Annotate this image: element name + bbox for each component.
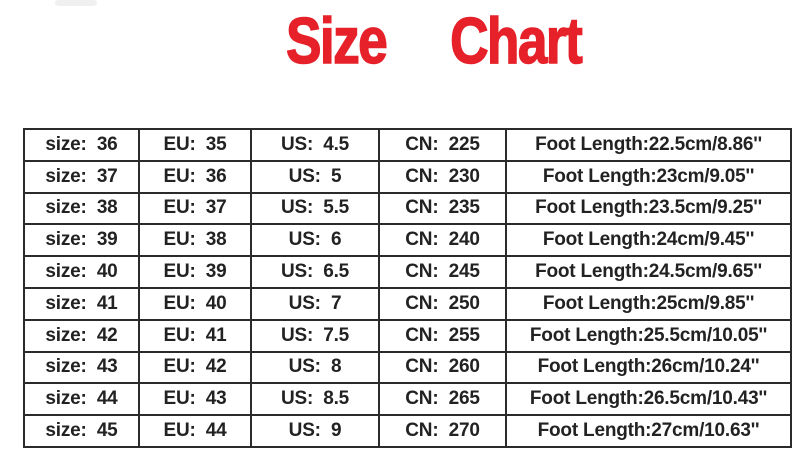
cell-eu: EU: 35 <box>138 128 252 162</box>
cell-foot-length: Foot Length:23.5cm/9.25'' <box>505 191 792 226</box>
table-row: size: 45 EU: 44 US: 9 CN: 270 Foot Length:27… <box>23 414 792 448</box>
cell-cn: CN: 260 <box>378 350 507 385</box>
cell-size: size: 39 <box>23 223 140 258</box>
cell-foot-length: Foot Length:27cm/10.63'' <box>505 414 792 448</box>
table-row: size: 44 EU: 43 US: 8.5 CN: 265 Foot Length:… <box>23 382 792 417</box>
cell-eu: EU: 40 <box>138 286 252 321</box>
cell-foot-length: Foot Length:24cm/9.45'' <box>505 223 792 258</box>
cell-foot-length: Foot Length:22.5cm/8.86'' <box>505 128 792 162</box>
cell-size: size: 44 <box>23 382 140 417</box>
cell-size: size: 37 <box>23 159 140 194</box>
cell-cn: CN: 235 <box>378 191 507 226</box>
cell-foot-length: Foot Length:23cm/9.05'' <box>505 159 792 194</box>
cell-size: size: 38 <box>23 191 140 226</box>
cell-eu: EU: 38 <box>138 223 252 258</box>
cell-size: size: 45 <box>23 414 140 448</box>
cell-us: US: 6.5 <box>250 255 380 289</box>
cell-us: US: 7 <box>250 286 380 321</box>
cell-us: US: 9 <box>250 414 380 448</box>
table-row: size: 42 EU: 41 US: 7.5 CN: 255 Foot Length:… <box>23 318 792 353</box>
cell-eu: EU: 44 <box>138 414 252 448</box>
cell-us: US: 5.5 <box>250 191 380 226</box>
cell-cn: CN: 270 <box>378 414 507 448</box>
cell-eu: EU: 42 <box>138 350 252 385</box>
cell-us: US: 8 <box>250 350 380 385</box>
cell-eu: EU: 41 <box>138 318 252 353</box>
table-row: size: 37 EU: 36 US: 5 CN: 230 Foot Length:23… <box>23 159 792 194</box>
cell-cn: CN: 240 <box>378 223 507 258</box>
cell-cn: CN: 265 <box>378 382 507 417</box>
cell-eu: EU: 39 <box>138 255 252 289</box>
cell-cn: CN: 250 <box>378 286 507 321</box>
cell-size: size: 43 <box>23 350 140 385</box>
artifact-smudge <box>55 0 97 6</box>
page-title-word-size: Size <box>285 4 388 77</box>
cell-eu: EU: 37 <box>138 191 252 226</box>
table-row: size: 43 EU: 42 US: 8 CN: 260 Foot Length:26… <box>23 350 792 385</box>
cell-size: size: 40 <box>23 255 140 289</box>
cell-cn: CN: 225 <box>378 128 507 162</box>
table-row: size: 38 EU: 37 US: 5.5 CN: 235 Foot Length:… <box>23 191 792 226</box>
size-chart-table-body: size: 36 EU: 35 US: 4.5 CN: 225 Foot Length:… <box>23 128 792 448</box>
cell-foot-length: Foot Length:26.5cm/10.43'' <box>505 382 792 417</box>
cell-foot-length: Foot Length:26cm/10.24'' <box>505 350 792 385</box>
cell-us: US: 7.5 <box>250 318 380 353</box>
cell-cn: CN: 255 <box>378 318 507 353</box>
page-title: Size Chart <box>285 4 583 77</box>
cell-us: US: 5 <box>250 159 380 194</box>
table-row: size: 40 EU: 39 US: 6.5 CN: 245 Foot Length:… <box>23 255 792 289</box>
cell-eu: EU: 36 <box>138 159 252 194</box>
cell-us: US: 6 <box>250 223 380 258</box>
cell-foot-length: Foot Length:25cm/9.85'' <box>505 286 792 321</box>
cell-us: US: 4.5 <box>250 128 380 162</box>
cell-foot-length: Foot Length:25.5cm/10.05'' <box>505 318 792 353</box>
cell-size: size: 36 <box>23 128 140 162</box>
cell-size: size: 42 <box>23 318 140 353</box>
cell-cn: CN: 230 <box>378 159 507 194</box>
cell-size: size: 41 <box>23 286 140 321</box>
cell-cn: CN: 245 <box>378 255 507 289</box>
cell-eu: EU: 43 <box>138 382 252 417</box>
table-row: size: 39 EU: 38 US: 6 CN: 240 Foot Length:24… <box>23 223 792 258</box>
cell-foot-length: Foot Length:24.5cm/9.65'' <box>505 255 792 289</box>
page-title-word-chart: Chart <box>449 4 583 77</box>
table-row: size: 41 EU: 40 US: 7 CN: 250 Foot Length:25… <box>23 286 792 321</box>
size-chart-table: size: 36 EU: 35 US: 4.5 CN: 225 Foot Length:… <box>23 128 792 448</box>
cell-us: US: 8.5 <box>250 382 380 417</box>
table-row: size: 36 EU: 35 US: 4.5 CN: 225 Foot Length:… <box>23 128 792 162</box>
